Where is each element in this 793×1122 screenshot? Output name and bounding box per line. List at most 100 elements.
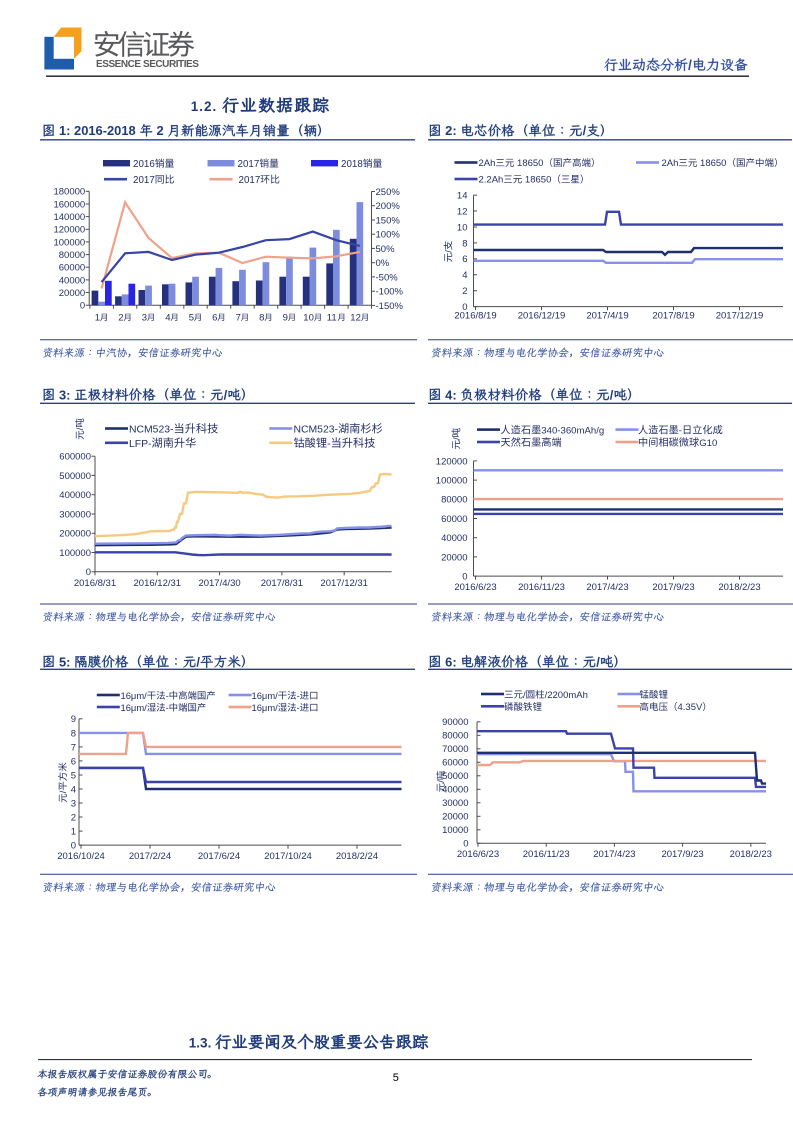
svg-text:1: 2016-2018: 1: 2016-2018: [55, 123, 139, 138]
svg-text:2016/10/24: 2016/10/24: [57, 851, 105, 862]
svg-text:2017/4/23: 2017/4/23: [593, 849, 635, 860]
svg-text:2016/12/19: 2016/12/19: [518, 311, 566, 322]
svg-text:70000: 70000: [442, 744, 468, 755]
svg-text:0: 0: [463, 839, 468, 850]
svg-text:2.2Ah: 2.2Ah: [479, 175, 504, 186]
svg-text:12: 12: [457, 206, 468, 217]
svg-text:6:: 6:: [442, 654, 461, 669]
svg-text:50000: 50000: [442, 771, 468, 782]
svg-text:2017/12/31: 2017/12/31: [320, 578, 368, 589]
svg-text:18650: 18650: [514, 158, 543, 169]
svg-text:2016/11/23: 2016/11/23: [518, 582, 565, 593]
svg-text:2017/2/24: 2017/2/24: [129, 851, 171, 862]
svg-text:1: 1: [71, 827, 76, 838]
svg-text:2017/6/24: 2017/6/24: [198, 851, 240, 862]
svg-text:2016/12/31: 2016/12/31: [134, 578, 182, 589]
svg-text:2017/4/19: 2017/4/19: [586, 311, 628, 322]
svg-text:8: 8: [462, 238, 467, 249]
svg-text:0: 0: [86, 567, 91, 578]
svg-text:5:: 5:: [55, 654, 74, 669]
svg-text:-: -: [679, 425, 682, 436]
svg-text:/: /: [452, 437, 463, 440]
svg-text:4:: 4:: [442, 387, 461, 402]
svg-text:0: 0: [462, 572, 467, 583]
svg-text:/: /: [610, 387, 614, 402]
svg-text:-: -: [166, 702, 169, 713]
svg-text:ESSENCE SECURITIES: ESSENCE SECURITIES: [96, 59, 199, 70]
svg-text:2017/9/23: 2017/9/23: [661, 849, 703, 860]
svg-text:9: 9: [283, 312, 288, 323]
svg-text:1.3.: 1.3.: [189, 1036, 215, 1051]
svg-text:2016/8/19: 2016/8/19: [454, 311, 496, 322]
svg-text:2: 2: [71, 812, 76, 823]
svg-text:150%: 150%: [376, 215, 401, 226]
svg-text:7: 7: [236, 312, 241, 323]
svg-text:60000: 60000: [442, 758, 468, 769]
svg-text:16μm/: 16μm/: [252, 702, 279, 713]
svg-text:16μm/: 16μm/: [121, 702, 148, 713]
svg-text:-50%: -50%: [376, 272, 399, 283]
svg-text:2017/8/31: 2017/8/31: [261, 578, 303, 589]
svg-text:6: 6: [212, 312, 217, 323]
svg-text:5: 5: [393, 1072, 399, 1084]
svg-text:8: 8: [259, 312, 264, 323]
svg-text:0: 0: [71, 841, 76, 852]
svg-text:100000: 100000: [53, 237, 85, 248]
svg-text:180000: 180000: [53, 187, 85, 198]
svg-text:160000: 160000: [53, 199, 85, 210]
svg-text:100%: 100%: [376, 230, 401, 241]
svg-text:/: /: [444, 250, 455, 253]
svg-text:2: 2: [118, 312, 123, 323]
svg-text:2016/8/31: 2016/8/31: [74, 578, 116, 589]
svg-text:200%: 200%: [376, 201, 401, 212]
svg-text:-: -: [297, 690, 300, 701]
svg-text:2017: 2017: [133, 175, 155, 186]
svg-text:-: -: [166, 690, 169, 701]
svg-text:1.2.: 1.2.: [191, 99, 222, 114]
svg-text:4: 4: [462, 270, 467, 281]
svg-text:3: 3: [71, 798, 76, 809]
svg-text:600000: 600000: [59, 452, 91, 463]
svg-text:10: 10: [303, 312, 314, 323]
svg-text:2: 2: [462, 286, 467, 297]
svg-text:9: 9: [71, 714, 76, 725]
svg-text:2018/2/24: 2018/2/24: [336, 851, 378, 862]
svg-text:340-360mAh/g: 340-360mAh/g: [541, 425, 604, 436]
svg-text:/: /: [688, 57, 692, 73]
svg-text:2017: 2017: [238, 159, 260, 170]
svg-text:80000: 80000: [59, 250, 85, 261]
svg-text:2016: 2016: [133, 159, 155, 170]
svg-text:2018: 2018: [341, 159, 363, 170]
svg-text:400000: 400000: [59, 490, 91, 501]
svg-text:/: /: [596, 654, 600, 669]
svg-text:2017/4/23: 2017/4/23: [586, 582, 628, 593]
svg-text:-100%: -100%: [376, 287, 404, 298]
svg-text:40000: 40000: [441, 533, 467, 544]
svg-text:16μm/: 16μm/: [252, 690, 279, 701]
svg-text:7: 7: [71, 742, 76, 753]
svg-text:140000: 140000: [53, 212, 85, 223]
svg-text:/2200mAh: /2200mAh: [545, 690, 588, 701]
svg-text:20000: 20000: [59, 288, 85, 299]
svg-text:12: 12: [350, 312, 361, 323]
svg-text:2017/4/30: 2017/4/30: [198, 578, 240, 589]
svg-text:/: /: [583, 123, 587, 138]
svg-text:10: 10: [457, 222, 468, 233]
svg-text:2018/2/23: 2018/2/23: [730, 849, 772, 860]
svg-text:16μm/: 16μm/: [121, 690, 148, 701]
svg-text:80000: 80000: [441, 495, 467, 506]
svg-text:100000: 100000: [436, 476, 468, 487]
svg-text:5: 5: [71, 770, 76, 781]
svg-text:LFP-: LFP-: [129, 439, 152, 450]
svg-text:120000: 120000: [53, 225, 85, 236]
svg-text:0%: 0%: [376, 258, 390, 269]
svg-text:6: 6: [71, 756, 76, 767]
svg-text:G10: G10: [699, 438, 717, 449]
svg-text:/: /: [58, 790, 69, 793]
svg-text:2Ah: 2Ah: [662, 158, 679, 169]
svg-text:18650: 18650: [697, 158, 726, 169]
svg-text:2:: 2:: [442, 123, 461, 138]
svg-text:20000: 20000: [442, 812, 468, 823]
svg-text:NCM523-: NCM523-: [294, 425, 338, 436]
svg-text:14: 14: [457, 191, 468, 202]
